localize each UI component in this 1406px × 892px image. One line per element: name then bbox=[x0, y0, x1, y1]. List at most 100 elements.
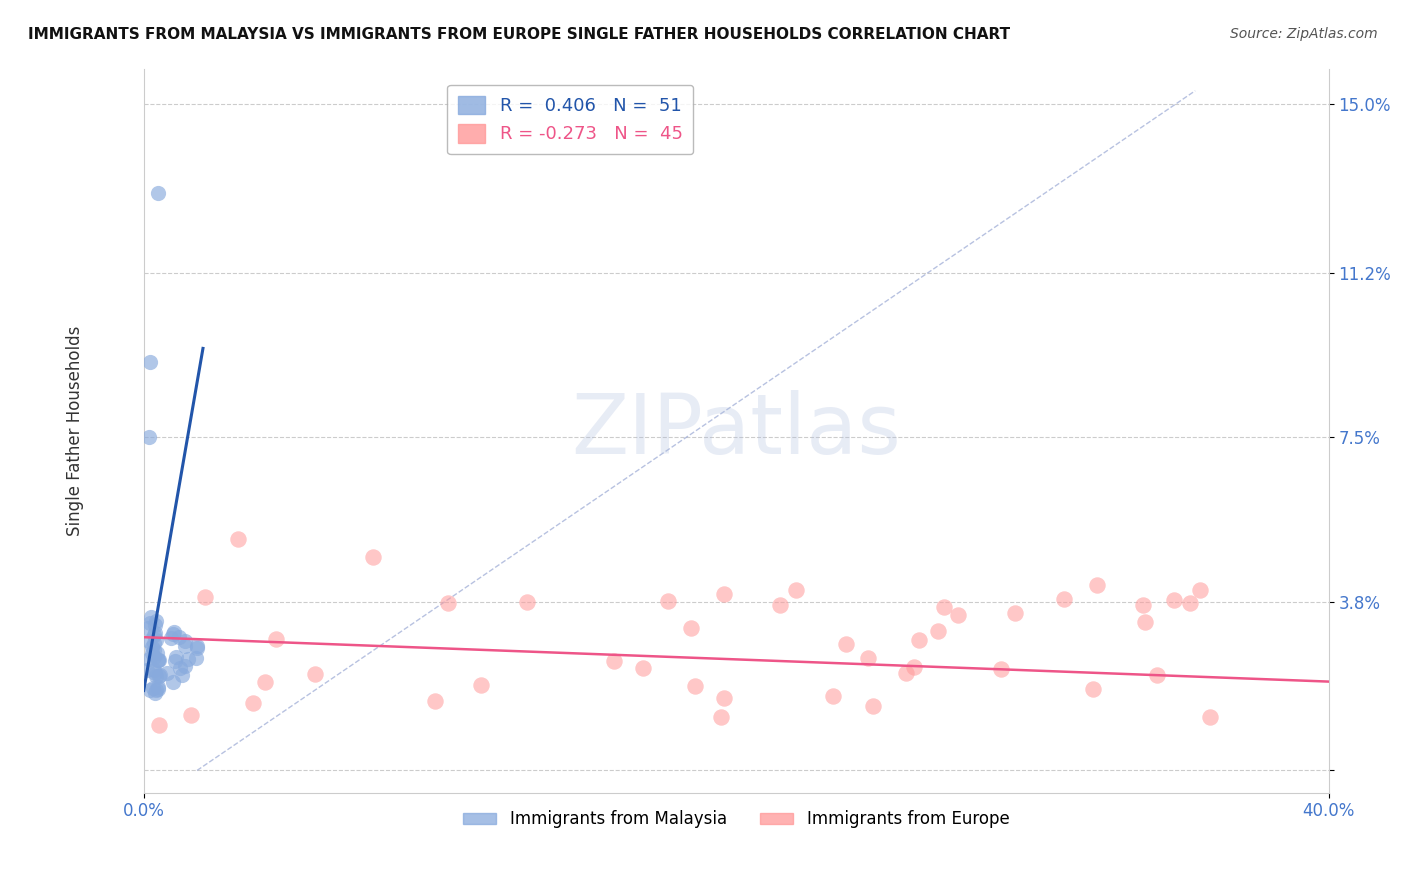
Point bbox=[142, 649, 165, 664]
Point bbox=[172, 668, 194, 682]
Point bbox=[1132, 598, 1154, 612]
Point bbox=[927, 624, 949, 638]
Point bbox=[180, 707, 202, 722]
Point bbox=[148, 669, 170, 683]
Point bbox=[785, 583, 807, 598]
Point bbox=[633, 660, 655, 674]
Point bbox=[1163, 593, 1185, 607]
Point bbox=[264, 632, 287, 647]
Point bbox=[174, 639, 197, 653]
Point bbox=[138, 633, 160, 648]
Point bbox=[194, 590, 217, 604]
Point bbox=[186, 639, 208, 653]
Point bbox=[162, 674, 184, 689]
Point bbox=[990, 662, 1012, 676]
Point bbox=[145, 633, 167, 648]
Point bbox=[769, 598, 792, 612]
Point bbox=[143, 625, 166, 640]
Point bbox=[516, 594, 538, 608]
Point bbox=[177, 652, 200, 666]
Point bbox=[304, 667, 326, 681]
Point bbox=[1133, 615, 1156, 629]
Point bbox=[169, 630, 191, 644]
Point bbox=[174, 659, 197, 673]
Point bbox=[174, 634, 197, 648]
Point bbox=[165, 650, 187, 665]
Point bbox=[821, 690, 844, 704]
Point bbox=[1146, 668, 1168, 682]
Point bbox=[948, 608, 970, 623]
Point bbox=[143, 628, 166, 642]
Point bbox=[143, 685, 166, 699]
Point bbox=[138, 683, 160, 698]
Point bbox=[139, 615, 162, 630]
Point bbox=[862, 699, 884, 714]
Text: ZIPatlas: ZIPatlas bbox=[571, 390, 901, 471]
Point bbox=[713, 690, 735, 705]
Point bbox=[470, 678, 492, 692]
Point bbox=[710, 710, 733, 724]
Point bbox=[146, 186, 169, 200]
Point bbox=[146, 680, 169, 694]
Point bbox=[1053, 592, 1076, 607]
Point bbox=[148, 653, 170, 667]
Point bbox=[143, 665, 166, 680]
Point bbox=[603, 655, 626, 669]
Text: Single Father Households: Single Father Households bbox=[66, 326, 84, 536]
Point bbox=[146, 653, 169, 667]
Point bbox=[145, 615, 167, 629]
Point bbox=[856, 650, 879, 665]
Point bbox=[437, 596, 460, 610]
Legend: Immigrants from Malaysia, Immigrants from Europe: Immigrants from Malaysia, Immigrants fro… bbox=[456, 804, 1017, 835]
Point bbox=[1180, 596, 1202, 610]
Point bbox=[657, 593, 679, 607]
Point bbox=[156, 665, 179, 680]
Point bbox=[160, 631, 183, 645]
Point bbox=[136, 621, 159, 635]
Point bbox=[242, 696, 264, 710]
Text: IMMIGRANTS FROM MALAYSIA VS IMMIGRANTS FROM EUROPE SINGLE FATHER HOUSEHOLDS CORR: IMMIGRANTS FROM MALAYSIA VS IMMIGRANTS F… bbox=[28, 27, 1011, 42]
Point bbox=[163, 624, 186, 639]
Point bbox=[148, 718, 170, 732]
Point bbox=[165, 654, 187, 668]
Point bbox=[138, 652, 160, 666]
Point bbox=[141, 646, 163, 660]
Point bbox=[903, 660, 925, 674]
Point bbox=[1081, 681, 1104, 696]
Point bbox=[146, 681, 169, 696]
Point bbox=[146, 646, 169, 660]
Point bbox=[361, 550, 384, 565]
Point bbox=[1004, 606, 1026, 620]
Point bbox=[1085, 578, 1108, 592]
Point bbox=[138, 430, 160, 444]
Point bbox=[149, 667, 172, 681]
Point bbox=[142, 681, 165, 695]
Point bbox=[148, 653, 170, 667]
Point bbox=[1199, 710, 1222, 724]
Point bbox=[145, 669, 167, 683]
Point bbox=[834, 637, 856, 651]
Point bbox=[145, 683, 167, 698]
Point bbox=[186, 651, 208, 665]
Point bbox=[162, 626, 184, 640]
Point bbox=[683, 679, 706, 693]
Point bbox=[679, 621, 702, 635]
Point bbox=[186, 641, 208, 656]
Point bbox=[143, 642, 166, 657]
Point bbox=[226, 533, 249, 547]
Point bbox=[143, 636, 166, 650]
Point bbox=[143, 663, 166, 677]
Point bbox=[1188, 583, 1211, 598]
Point bbox=[135, 663, 157, 677]
Point bbox=[425, 694, 447, 708]
Point bbox=[139, 355, 162, 369]
Point bbox=[254, 674, 277, 689]
Text: Source: ZipAtlas.com: Source: ZipAtlas.com bbox=[1230, 27, 1378, 41]
Point bbox=[141, 640, 163, 655]
Point bbox=[934, 599, 956, 614]
Point bbox=[908, 633, 931, 648]
Point bbox=[169, 660, 191, 674]
Point bbox=[139, 610, 162, 624]
Point bbox=[896, 665, 918, 680]
Point bbox=[713, 586, 735, 600]
